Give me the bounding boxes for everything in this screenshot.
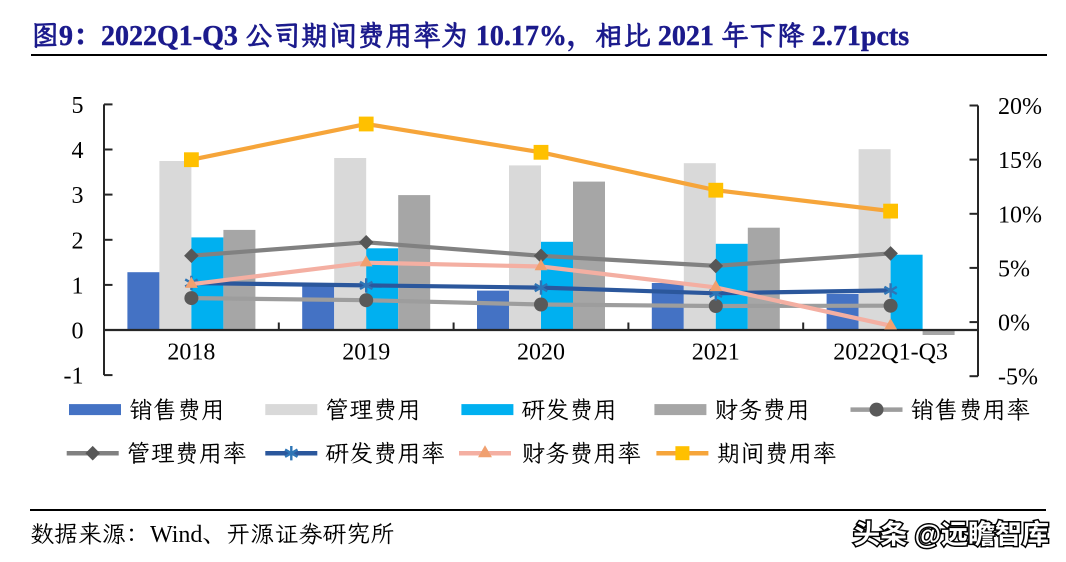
svg-text:2022Q1-Q3: 2022Q1-Q3 [833, 340, 948, 366]
svg-text:4: 4 [72, 138, 84, 164]
svg-text:-1: -1 [64, 364, 84, 390]
svg-text:研发费用率: 研发费用率 [325, 437, 445, 469]
svg-text:-5%: -5% [998, 365, 1038, 391]
svg-text:研发费用: 研发费用 [521, 393, 617, 425]
svg-text:2021: 2021 [692, 340, 740, 366]
svg-text:2020: 2020 [517, 340, 565, 366]
svg-text:管理费用: 管理费用 [325, 393, 421, 425]
svg-text:15%: 15% [998, 148, 1042, 174]
svg-text:0: 0 [72, 319, 84, 345]
svg-text:1: 1 [72, 273, 84, 299]
svg-text:2019: 2019 [342, 340, 390, 366]
svg-text:2018: 2018 [167, 340, 215, 366]
svg-text:管理费用率: 管理费用率 [127, 437, 247, 469]
svg-text:20%: 20% [998, 94, 1042, 120]
svg-text:财务费用率: 财务费用率 [521, 437, 641, 469]
svg-text:期间费用率: 期间费用率 [717, 437, 837, 469]
svg-text:财务费用: 财务费用 [714, 393, 810, 425]
svg-text:0%: 0% [998, 311, 1030, 337]
svg-text:头条 @远瞻智库: 头条 @远瞻智库 [853, 513, 1049, 552]
svg-text:3: 3 [72, 183, 84, 209]
svg-text:销售费用率: 销售费用率 [910, 393, 1030, 425]
svg-text:5%: 5% [998, 256, 1030, 282]
svg-text:5: 5 [72, 93, 84, 119]
svg-text:销售费用: 销售费用 [129, 393, 225, 425]
svg-text:2: 2 [72, 228, 84, 254]
svg-text:10%: 10% [998, 202, 1042, 228]
